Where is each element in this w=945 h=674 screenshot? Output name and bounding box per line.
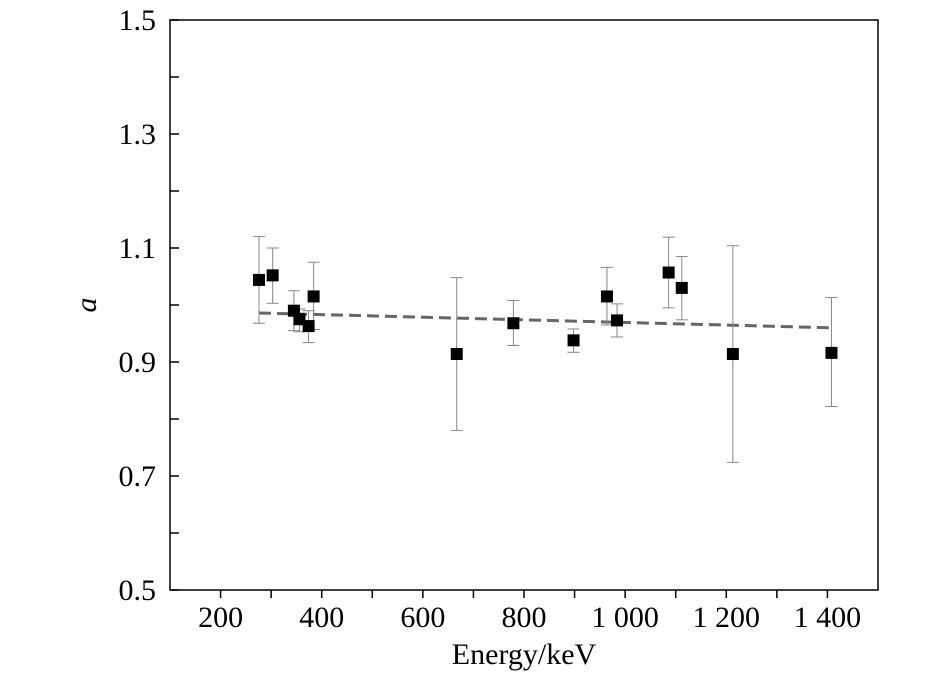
x-axis-ticks: 200 400 600 800 1 000 1 200 1 400 (198, 590, 861, 634)
fit-line (258, 311, 832, 330)
data-point-marker (662, 266, 675, 279)
data-point-marker (302, 320, 315, 333)
data-point-marker (825, 346, 838, 359)
data-point-marker (726, 348, 739, 361)
x-tick-label: 1 000 (591, 601, 659, 634)
x-tick-label: 200 (198, 601, 243, 634)
y-axis-title: a (70, 298, 103, 313)
error-bars (253, 236, 838, 463)
data-point-marker (253, 273, 266, 286)
x-tick-label: 1 200 (693, 601, 761, 634)
x-tick-label: 600 (400, 601, 445, 634)
plot-area-border (169, 19, 879, 591)
x-tick-label: 800 (502, 601, 547, 634)
y-tick-label: 1.5 (119, 4, 157, 37)
plot-frame (169, 19, 879, 591)
data-point-marker (307, 290, 320, 303)
data-point-marker (450, 348, 463, 361)
fit-line-layer (258, 311, 832, 330)
y-tick-label: 1.1 (119, 232, 157, 265)
x-axis-title: Energy/keV (452, 638, 597, 671)
y-tick-label: 0.9 (119, 346, 157, 379)
data-point-marker (600, 290, 613, 303)
y-axis-ticks: 0.5 0.7 0.9 1.1 1.3 1.5 (119, 4, 179, 607)
x-tick-label: 400 (299, 601, 344, 634)
data-point-marker (675, 281, 688, 294)
data-point-marker (567, 334, 580, 347)
data-markers (253, 266, 838, 361)
data-point-marker (293, 313, 306, 326)
y-tick-label: 0.5 (119, 574, 157, 607)
y-tick-label: 0.7 (119, 460, 157, 493)
y-tick-label: 1.3 (119, 118, 157, 151)
data-point-marker (266, 269, 279, 282)
data-point-marker (611, 314, 624, 327)
x-tick-label: 1 400 (794, 601, 862, 634)
data-point-marker (507, 317, 520, 330)
